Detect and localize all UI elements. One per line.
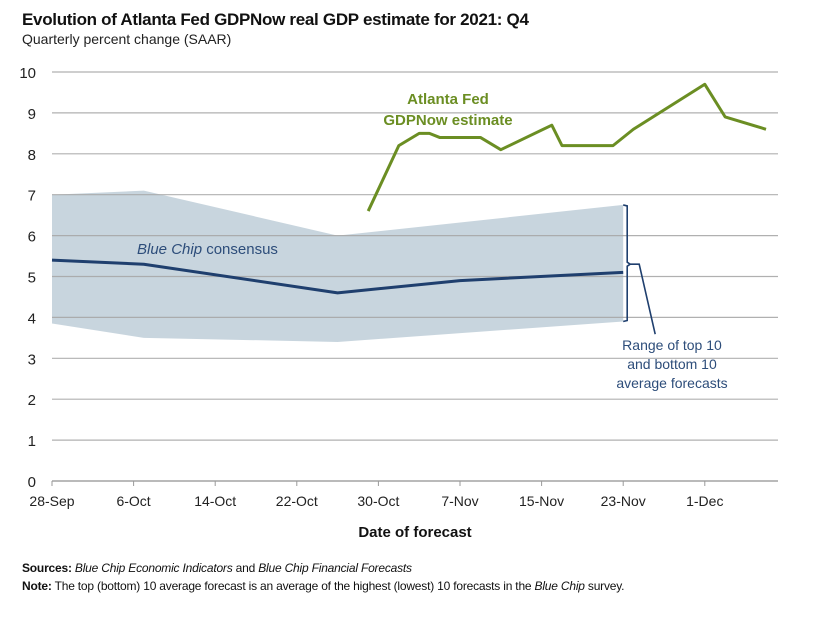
consensus-line [51, 258, 624, 295]
sources-italic-1: Blue Chip Economic Indicators [74, 561, 233, 575]
y-tick-label: 3 [28, 351, 36, 368]
y-tick-label: 8 [28, 147, 36, 164]
y-tick-label: 6 [28, 229, 36, 246]
consensus-label-rest: consensus [202, 241, 278, 258]
y-tick-label: 5 [28, 270, 36, 287]
x-axis-label: Date of forecast [358, 524, 471, 541]
chart-subtitle: Quarterly percent change (SAAR) [22, 31, 232, 47]
footnote: Note: The top (bottom) 10 average foreca… [22, 579, 624, 593]
sources-note: Sources: Blue Chip Economic Indicators a… [22, 561, 412, 575]
sources-italic-2: Blue Chip Financial Forecasts [258, 561, 412, 575]
consensus-label: Blue Chip consensus [137, 241, 278, 258]
x-tick-label: 23-Nov [601, 493, 646, 509]
x-tick-label: 28-Sep [29, 493, 74, 509]
gdpnow-label-line-1: Atlanta Fed [407, 91, 489, 108]
y-tick-label: 1 [28, 433, 36, 450]
gdpnow-label-line-2: GDPNow estimate [383, 112, 512, 129]
range-label-line-3: average forecasts [616, 375, 727, 391]
range-leader-line [630, 263, 656, 335]
chart-title: Evolution of Atlanta Fed GDPNow real GDP… [22, 10, 529, 29]
note-end: survey. [584, 579, 625, 593]
y-tick-label: 4 [28, 310, 36, 327]
range-band-area [52, 190, 624, 342]
range-label-line-2: and bottom 10 [627, 356, 717, 372]
sources-mid: and [232, 561, 259, 575]
x-tick-label: 14-Oct [194, 493, 236, 509]
y-tick-label: 2 [28, 392, 36, 409]
x-tick-label: 15-Nov [519, 493, 564, 509]
x-tick-label: 1-Dec [686, 493, 723, 509]
note-italic: Blue Chip [534, 579, 585, 593]
y-tick-label: 7 [28, 188, 36, 205]
x-tick-label: 6-Oct [116, 493, 150, 509]
y-tick-label: 10 [19, 65, 36, 82]
y-tick-label: 0 [28, 474, 36, 491]
gdpnow-line [366, 82, 767, 212]
note-text: The top (bottom) 10 average forecast is … [51, 579, 535, 593]
x-tick-label: 22-Oct [276, 493, 318, 509]
x-tick-label: 30-Oct [357, 493, 399, 509]
range-bracket [623, 204, 632, 323]
sources-label: Sources: [22, 561, 72, 575]
y-tick-label: 9 [28, 106, 36, 123]
consensus-label-italic: Blue Chip [137, 241, 202, 258]
x-tick-label: 7-Nov [441, 493, 478, 509]
note-label: Note: [22, 579, 52, 593]
range-label-line-1: Range of top 10 [622, 337, 722, 353]
